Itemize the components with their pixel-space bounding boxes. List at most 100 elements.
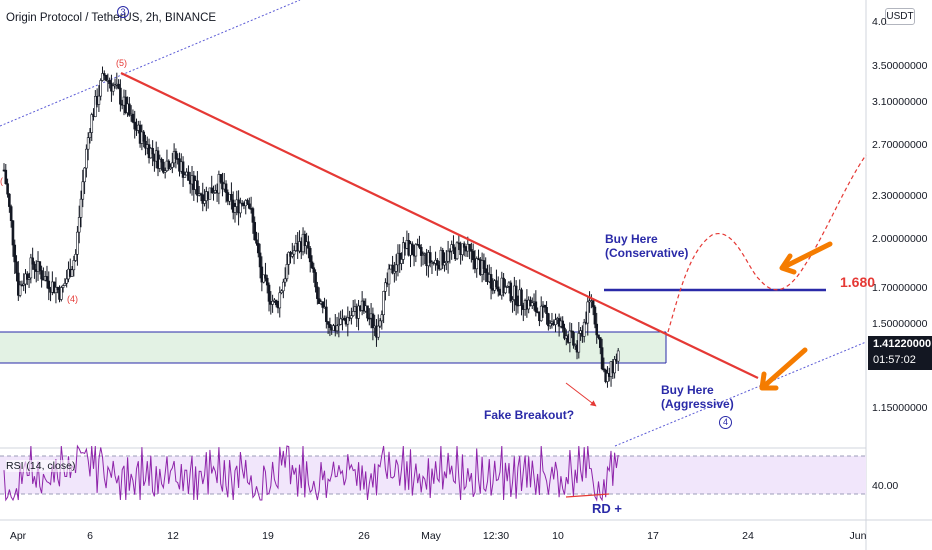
candle-body [25,273,29,280]
candle-body [291,253,294,257]
candle-body [554,319,557,325]
candle-body [99,80,102,97]
rsi-tick: 40.00 [872,480,899,492]
candle-body [418,244,421,248]
candle-body [74,253,77,261]
candle-body [278,292,282,309]
candle-body [457,242,461,245]
candle-body [76,231,79,255]
candle-body [142,131,145,142]
candle-body [17,272,20,296]
candle-body [502,277,505,294]
candle-body [280,290,283,294]
candle-body [167,160,171,170]
candle-body [267,284,271,302]
candle-body [606,373,609,382]
candle-body [394,264,398,272]
candle-body [251,208,255,223]
candle-body [570,330,573,333]
wave-label-edge: ( [0,176,3,186]
candle-body [40,270,43,280]
candle-body [339,318,342,325]
candle-body [108,80,111,84]
rsi-legend[interactable]: RSI (14, close) [6,460,76,472]
candle-body [88,132,92,138]
candle-body [545,307,548,314]
candle-body [511,299,514,302]
aggressive-arrow [759,347,808,391]
candle-body [547,313,550,327]
candle-body [81,181,85,200]
candle-body [271,301,274,305]
y-tick: 4.0 [872,16,887,28]
y-tick: 3.10000000 [872,96,928,108]
candle-body [455,242,459,260]
candle-body [461,243,464,255]
x-tick: 10 [552,530,564,542]
candle-body [482,260,486,269]
candle-body [292,250,296,255]
candle-body [616,350,620,362]
candle-body [357,305,360,319]
candle-body [548,323,552,327]
candle-body [421,254,425,256]
candle-body [505,286,509,288]
candle-body [56,287,60,291]
candle-body [38,261,42,271]
x-tick: 17 [647,530,659,542]
candle-body [33,263,36,270]
candle-body [384,282,387,292]
candle-body [60,287,63,300]
wave-4-label: (4) [67,294,78,304]
candle-body [380,314,384,322]
currency-button[interactable]: USDT [885,8,915,25]
candle-body [163,170,167,173]
candle-body [203,200,206,204]
candle-body [376,325,380,338]
candle-body [128,103,131,116]
candle-body [591,300,595,308]
candle-body [586,301,590,324]
buy-conservative-label: Buy Here (Conservative) [605,232,689,260]
candle-body [101,73,104,81]
candle-body [602,368,606,371]
candle-body [15,261,18,274]
y-tick: 2.30000000 [872,190,928,202]
candle-body [530,302,534,307]
candle-body [328,324,332,328]
buy-aggressive-label: Buy Here (Aggressive) [661,383,734,411]
candle-body [393,271,396,274]
candle-body [83,167,86,183]
candle-body [368,317,371,320]
candle-body [248,203,251,209]
candle-body [13,244,17,263]
candle-body [445,261,448,264]
candle-body [446,250,450,262]
candle-body [85,148,88,169]
candle-body [387,268,391,285]
candle-body [181,161,185,178]
candle-body [452,244,455,249]
candle-body [325,306,328,322]
chart-title[interactable]: Origin Protocol / TetherUS, 2h, BINANCE [6,12,217,24]
candle-body [539,305,543,322]
candle-body [414,244,418,257]
candle-body [321,301,325,308]
candle-body [97,95,101,105]
candle-body [337,324,341,327]
bar-countdown: 01:57:02 [873,354,916,366]
candle-body [219,174,222,183]
candle-body [307,241,310,249]
candle-body [402,242,405,260]
candle-body [224,183,228,193]
candle-body [239,202,242,214]
x-tick: May [421,530,441,542]
candle-body [174,151,178,159]
fake-breakout-label: Fake Breakout? [484,408,575,422]
candle-body [285,264,289,280]
candle-body [255,239,258,244]
candle-body [65,278,68,284]
candle-body [534,301,538,313]
rd-label: RD + [592,501,622,516]
candle-body [599,337,602,348]
